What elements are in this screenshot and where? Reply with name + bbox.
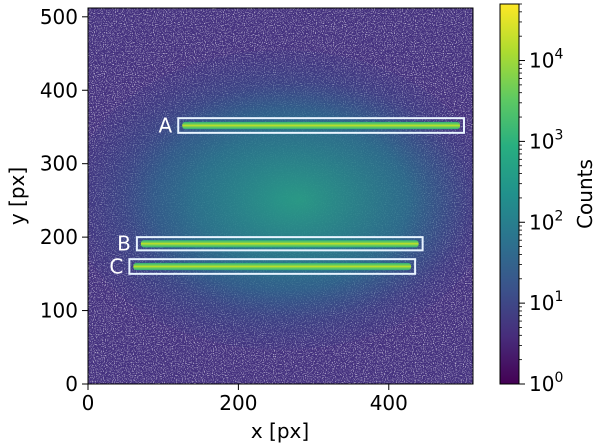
y-axis-label: y [px] [5, 167, 29, 225]
region-label-b: B [117, 232, 131, 256]
bright-line-b [140, 240, 419, 248]
colorbar: 100 101 102 103 104 [499, 3, 563, 396]
bright-line-c [133, 262, 412, 271]
colorbar-tick-label: 101 [529, 289, 563, 315]
y-tick-label: 500 [40, 5, 78, 29]
y-tick-label: 200 [40, 225, 78, 249]
colorbar-tick-label: 100 [529, 370, 563, 396]
y-axis: 0 100 200 300 400 500 [40, 5, 88, 396]
region-label-c: C [109, 255, 123, 279]
x-tick-label: 400 [370, 391, 408, 415]
colorbar-label: Counts [573, 159, 597, 229]
bright-line-a [182, 121, 460, 130]
region-box-a [177, 117, 465, 134]
y-tick-label: 100 [40, 299, 78, 323]
x-axis: 0 200 400 [82, 384, 408, 415]
colorbar-tick-label: 104 [529, 47, 563, 73]
colorbar-tick-label: 102 [529, 208, 563, 234]
colorbar-tick-label: 103 [529, 127, 563, 153]
region-box-c [128, 258, 417, 275]
y-tick-label: 300 [40, 152, 78, 176]
y-tick-label: 400 [40, 78, 78, 102]
region-box-b [135, 236, 424, 252]
y-tick-label: 0 [65, 372, 78, 396]
colorbar-gradient [499, 3, 520, 385]
x-axis-label: x [px] [251, 419, 309, 443]
x-tick-label: 0 [82, 391, 95, 415]
region-label-a: A [159, 114, 173, 138]
heatmap-image [88, 8, 473, 384]
plot-frame [87, 7, 474, 385]
x-tick-label: 200 [219, 391, 257, 415]
